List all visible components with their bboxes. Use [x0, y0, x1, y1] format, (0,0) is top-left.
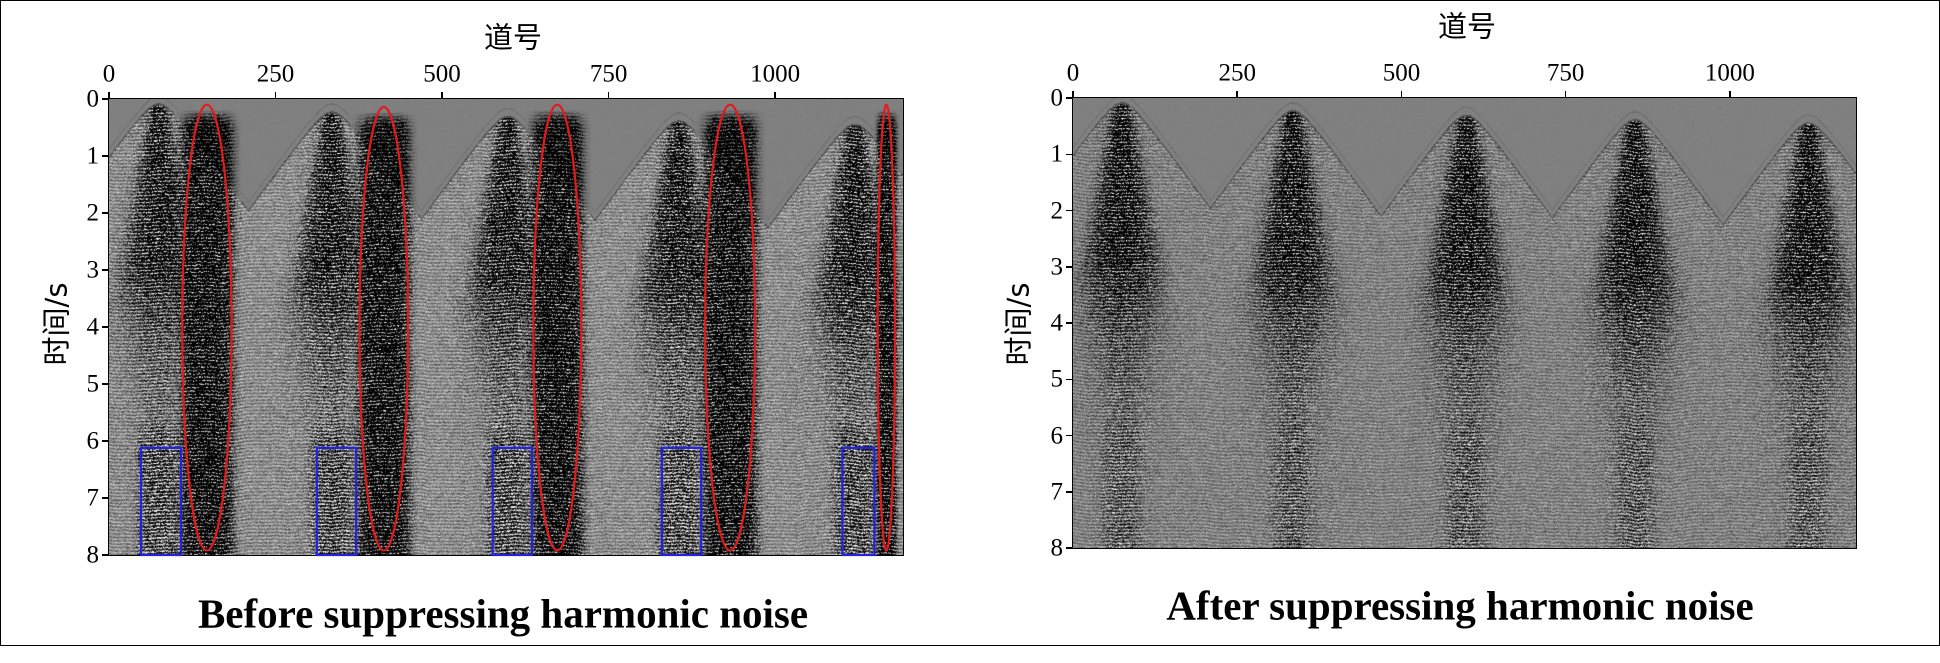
- y-tick-label: 7: [1050, 478, 1064, 506]
- x-tick-label: 250: [1218, 59, 1256, 87]
- y-tick-label: 3: [86, 256, 100, 284]
- x-tick-label: 1000: [1704, 59, 1755, 87]
- x-axis-label: 道号: [483, 20, 543, 55]
- y-tick-label: 3: [1050, 253, 1064, 281]
- x-tick-label: 500: [423, 60, 461, 88]
- x-tick-label: 0: [1066, 59, 1080, 87]
- y-tick-mark: [102, 212, 109, 214]
- y-axis-label: 时间/s: [1001, 282, 1036, 366]
- harmonic-noise-ellipse: [876, 103, 897, 552]
- y-tick-label: 8: [1050, 534, 1064, 562]
- harmonic-noise-box: [491, 446, 534, 557]
- panel-title: Before suppressing harmonic noise: [197, 590, 809, 637]
- y-tick-label: 1: [1050, 140, 1064, 168]
- y-tick-label: 5: [1050, 365, 1064, 393]
- y-tick-label: 1: [86, 142, 100, 170]
- x-axis-label: 道号: [1437, 9, 1497, 44]
- y-tick-mark: [102, 440, 109, 442]
- y-tick-mark: [1066, 378, 1073, 380]
- y-tick-mark: [1066, 547, 1073, 549]
- x-tick-label: 250: [256, 60, 295, 88]
- x-tick-label: 500: [1382, 59, 1421, 87]
- x-tick-mark: [1236, 91, 1238, 98]
- y-tick-mark: [1066, 491, 1073, 493]
- harmonic-noise-ellipse: [358, 105, 410, 552]
- plot-area: [108, 98, 904, 557]
- annotation-layer: [139, 103, 897, 557]
- y-tick-mark: [102, 98, 109, 100]
- y-tick-label: 5: [86, 370, 100, 398]
- x-tick-mark: [441, 92, 443, 99]
- plot-area: [1072, 97, 1857, 549]
- seismic-section-image: [1073, 98, 1856, 548]
- panel-before: 道号 时间/s Before suppressing harmonic nois…: [0, 0, 970, 646]
- x-tick-label: 1000: [750, 60, 801, 88]
- x-tick-mark: [774, 92, 776, 99]
- x-tick-mark: [607, 92, 610, 99]
- x-tick-mark: [1400, 91, 1403, 98]
- x-tick-mark: [274, 92, 277, 99]
- panel-after: 道号 时间/s After suppressing harmonic noise…: [970, 0, 1940, 646]
- y-tick-mark: [102, 383, 109, 385]
- x-tick-mark: [1072, 91, 1074, 98]
- y-tick-mark: [102, 497, 109, 499]
- y-tick-mark: [102, 269, 109, 271]
- x-tick-mark: [1729, 91, 1731, 98]
- harmonic-noise-ellipse: [181, 103, 233, 552]
- y-tick-label: 4: [86, 313, 100, 341]
- y-tick-label: 7: [86, 484, 100, 512]
- panel-title: After suppressing harmonic noise: [1166, 582, 1754, 629]
- y-tick-mark: [102, 554, 109, 556]
- harmonic-noise-box: [139, 446, 183, 557]
- x-tick-label: 750: [589, 60, 628, 88]
- y-tick-label: 2: [1050, 197, 1064, 224]
- harmonic-noise-box: [315, 446, 358, 557]
- y-tick-mark: [1066, 97, 1073, 99]
- y-axis-label: 时间/s: [39, 282, 74, 366]
- x-tick-label: 750: [1546, 59, 1585, 87]
- harmonic-noise-box: [841, 446, 876, 557]
- y-tick-label: 2: [86, 199, 100, 227]
- x-tick-mark: [1564, 91, 1567, 98]
- y-tick-label: 8: [86, 541, 100, 569]
- y-tick-mark: [102, 155, 109, 157]
- y-tick-mark: [1066, 209, 1073, 212]
- y-tick-mark: [1066, 434, 1073, 437]
- y-tick-mark: [1066, 153, 1073, 155]
- harmonic-noise-ellipse: [532, 103, 583, 552]
- y-tick-label: 0: [86, 85, 100, 113]
- y-tick-label: 4: [1050, 309, 1064, 337]
- x-tick-label: 0: [102, 60, 116, 88]
- harmonic-noise-box: [660, 446, 703, 557]
- y-tick-label: 6: [86, 427, 100, 455]
- seismic-section-image: [109, 99, 903, 555]
- y-tick-mark: [1066, 322, 1073, 324]
- x-tick-mark: [108, 92, 110, 99]
- y-tick-mark: [102, 326, 109, 328]
- y-tick-label: 6: [1050, 422, 1064, 449]
- y-tick-label: 0: [1050, 84, 1064, 112]
- y-tick-mark: [1066, 266, 1073, 268]
- harmonic-noise-ellipse: [704, 103, 757, 552]
